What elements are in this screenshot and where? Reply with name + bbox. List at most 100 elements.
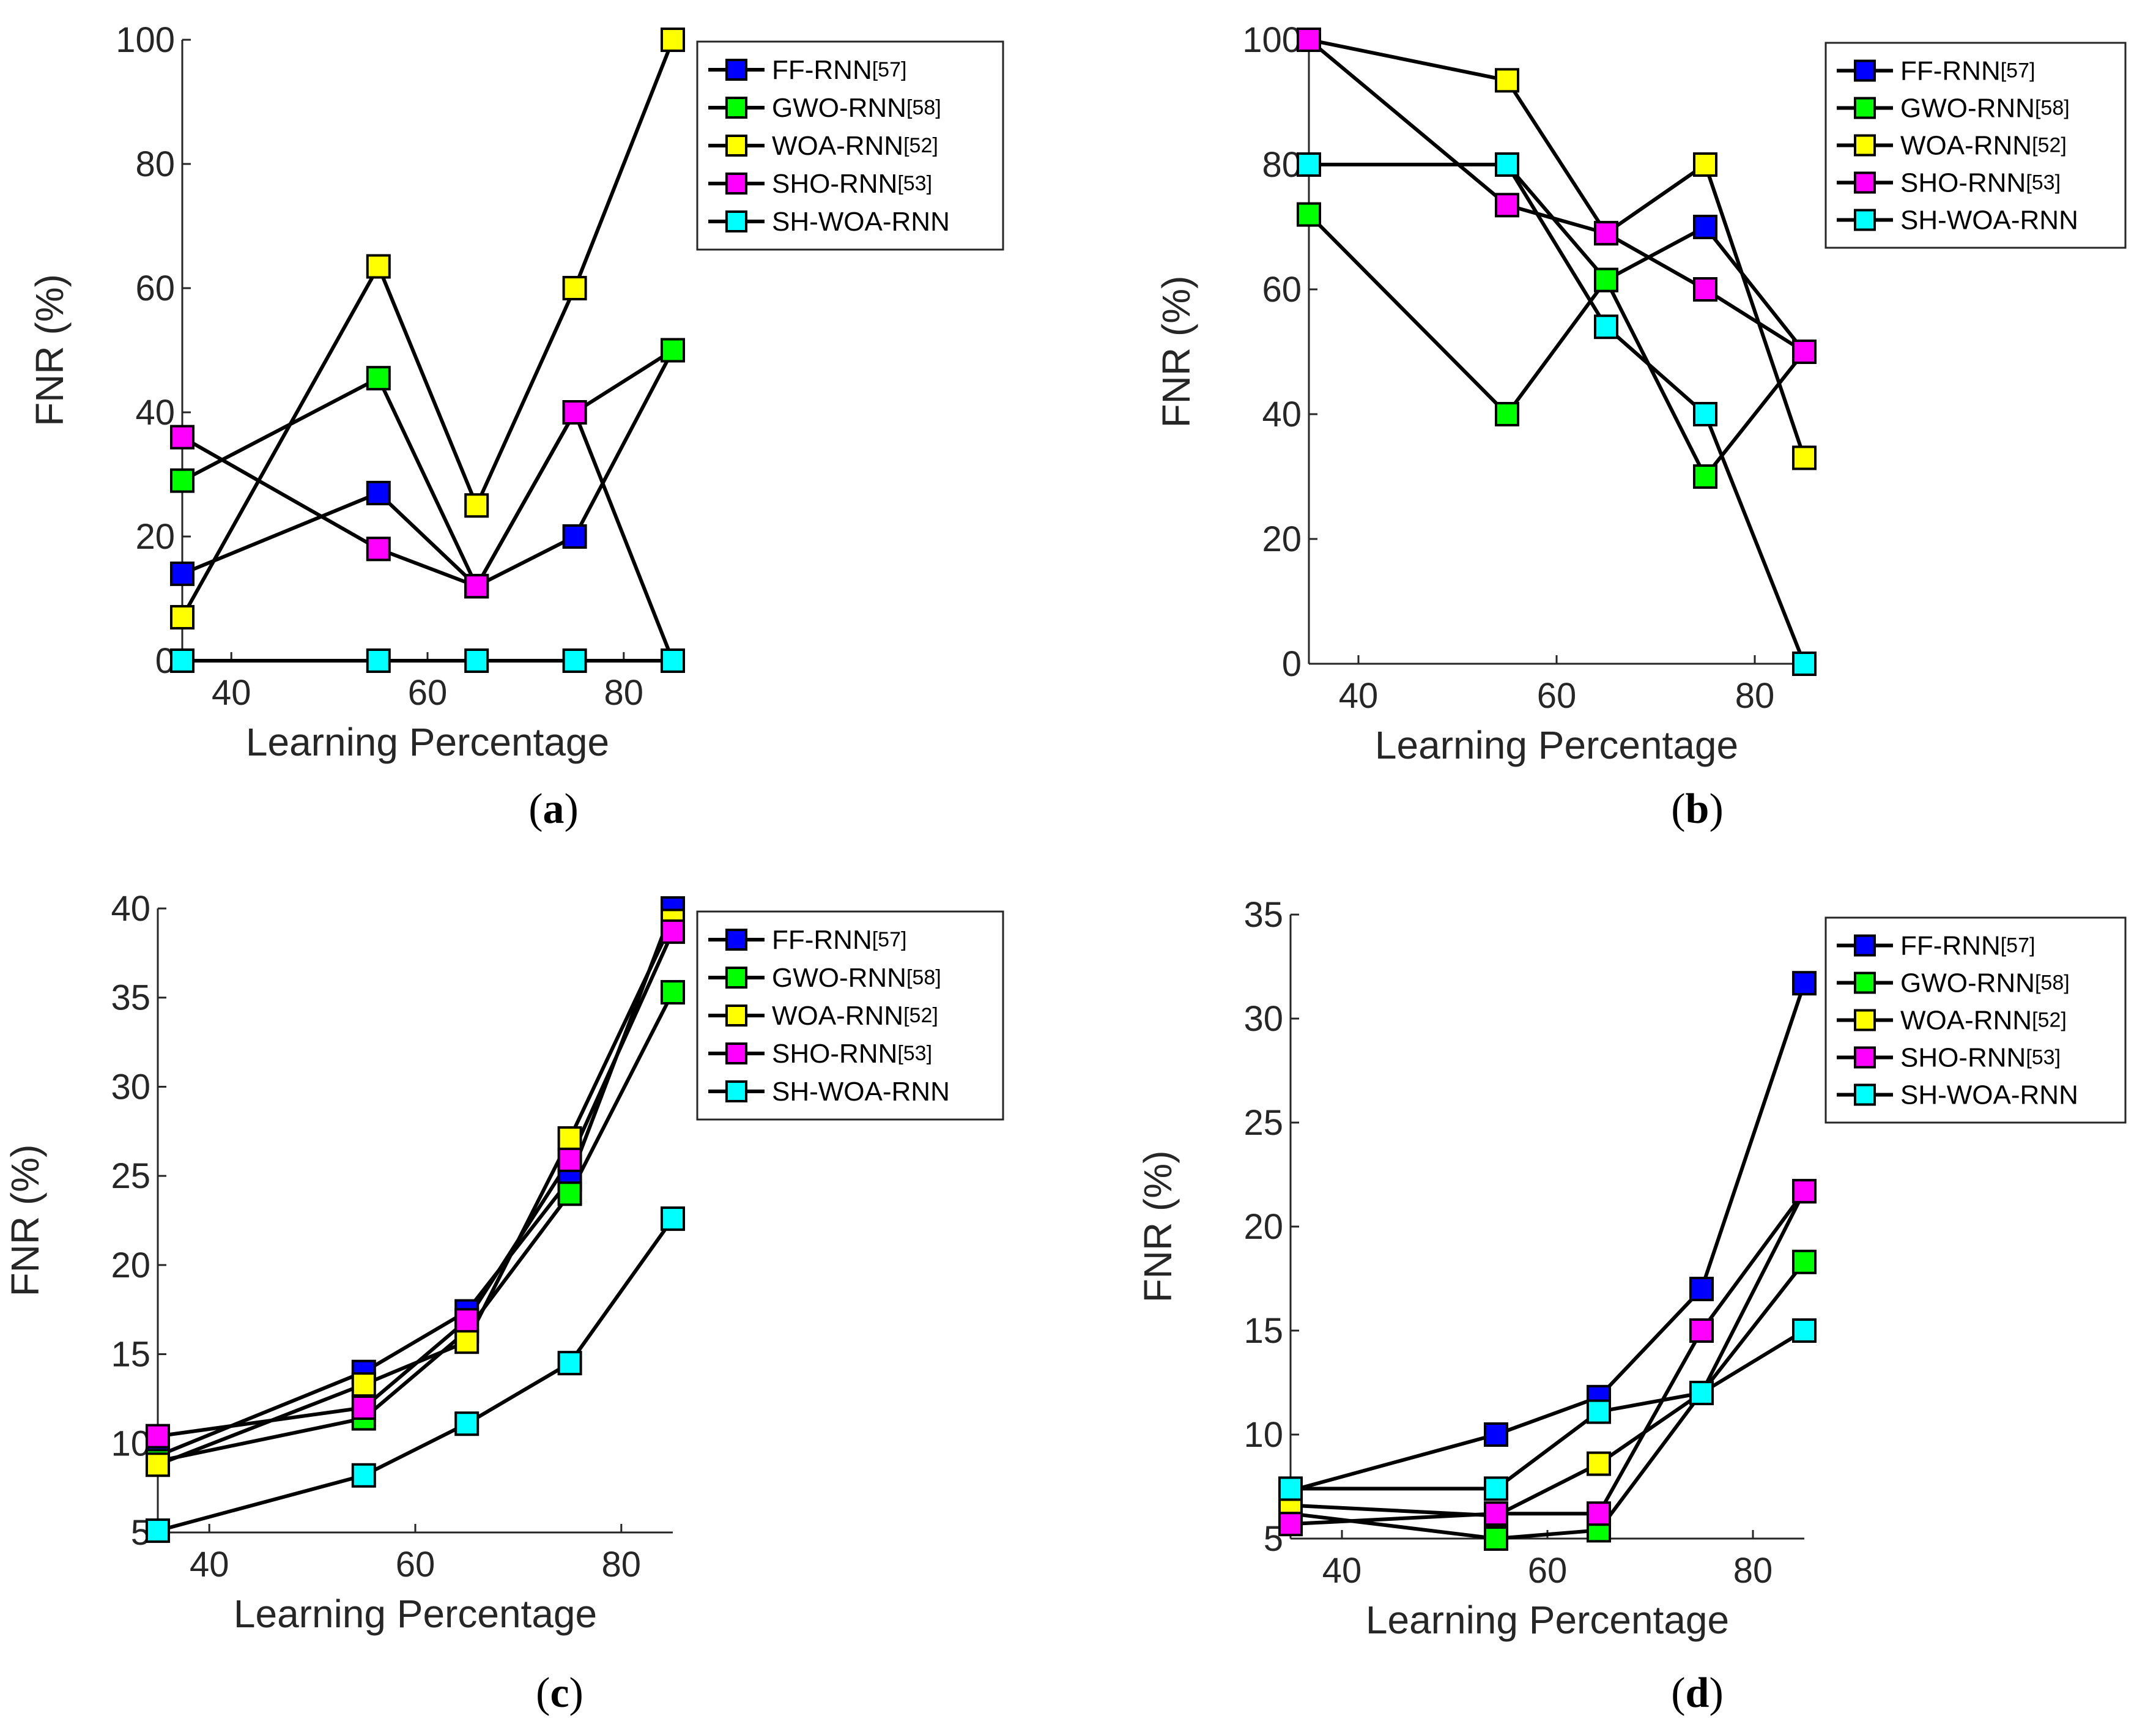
x-tick-label: 40	[190, 1545, 229, 1584]
data-point-ff-rnn	[1693, 215, 1717, 239]
y-tick-label: 100	[1242, 20, 1302, 60]
data-point-gwo-rnn	[1297, 202, 1321, 227]
data-point-sho-rnn	[366, 537, 391, 562]
data-point-sh-woa-rnn	[366, 648, 391, 673]
legend-entry-name: FF-RNN	[1900, 931, 2001, 961]
panel-label-open: (	[1671, 786, 1685, 833]
legend-entry-ref: [58]	[906, 96, 941, 119]
y-tick-label: 35	[1243, 895, 1283, 935]
series-line-gwo-rnn	[157, 991, 675, 1463]
panel-label-close: )	[565, 786, 579, 833]
series-line-woa-rnn	[180, 39, 675, 618]
data-point-sh-woa-rnn	[170, 648, 194, 673]
legend-entry-ref: [52]	[903, 134, 938, 157]
series-line-sh-woa-rnn	[1291, 1329, 1806, 1491]
panel-label-letter: c	[550, 1669, 569, 1717]
legend-entry: SHO-RNN[53]	[1900, 1043, 2061, 1073]
legend-entry-name: FF-RNN	[772, 925, 872, 955]
data-point-sho-rnn	[1689, 1318, 1714, 1343]
series-line-gwo-rnn	[1307, 213, 1806, 478]
data-point-sh-woa-rnn	[562, 648, 587, 673]
chart-panel-b: 0 20 40 60 80 100 40 60 80 Learning Percentage FNR…	[1154, 20, 2127, 833]
data-point-sh-woa-rnn	[351, 1463, 376, 1488]
series-line-sho-rnn	[1308, 38, 1806, 354]
legend-entry-ref: [58]	[2035, 971, 2070, 995]
series-line-woa-rnn	[1290, 1190, 1806, 1518]
legend-marker	[1854, 1083, 1876, 1106]
data-point-ff-rnn	[366, 480, 391, 505]
y-tick-label: 80	[135, 144, 175, 184]
panel-label-open: (	[1671, 1669, 1685, 1717]
legend-entry-name: FF-RNN	[772, 55, 872, 85]
data-point-sh-woa-rnn	[1484, 1476, 1508, 1501]
legend-marker	[725, 1005, 747, 1027]
legend-entry: FF-RNN[57]	[772, 925, 906, 955]
data-point-woa-rnn	[557, 1126, 582, 1151]
legend-entry: GWO-RNN[58]	[772, 93, 941, 123]
data-point-sh-woa-rnn	[1792, 652, 1817, 676]
data-point-woa-rnn	[1693, 152, 1717, 177]
data-point-woa-rnn	[562, 276, 587, 300]
data-point-gwo-rnn	[1484, 1526, 1508, 1551]
legend-entry: SH-WOA-RNN	[1900, 206, 2078, 236]
data-point-woa-rnn	[464, 493, 489, 518]
legend-entry: WOA-RNN[52]	[772, 131, 938, 161]
data-point-sho-rnn	[1594, 221, 1618, 246]
data-point-gwo-rnn	[1693, 464, 1717, 489]
data-point-sho-rnn	[1278, 1512, 1303, 1537]
legend-marker	[1854, 209, 1876, 231]
legend-marker	[725, 59, 747, 81]
data-point-sho-rnn	[1495, 193, 1519, 218]
x-tick-label: 60	[396, 1545, 435, 1584]
legend-entry-ref: [52]	[903, 1004, 938, 1027]
legend-marker	[1854, 59, 1876, 82]
y-tick-label: 30	[1243, 999, 1283, 1039]
x-tick-label: 80	[1735, 676, 1775, 716]
data-point-sh-woa-rnn	[1587, 1399, 1611, 1424]
series-line-sho-rnn	[157, 930, 675, 1438]
x-tick-label: 40	[1339, 676, 1379, 716]
data-point-sh-woa-rnn	[146, 1518, 170, 1543]
legend-marker	[1854, 1046, 1876, 1069]
data-point-sho-rnn	[661, 919, 685, 944]
legend-entry-ref: [57]	[872, 58, 907, 81]
legend-entry: GWO-RNN[58]	[1900, 968, 2070, 998]
y-tick-label: 40	[111, 889, 150, 929]
legend-entry-name: SH-WOA-RNN	[772, 207, 950, 237]
legend: FF-RNN[57]GWO-RNN[58]WOA-RNN[52]SHO-RNN[…	[696, 910, 1004, 1121]
legend-entry-ref: [53]	[2026, 171, 2061, 195]
legend-entry-ref: [52]	[2032, 1009, 2067, 1032]
panel-label-letter: b	[1686, 786, 1710, 833]
data-point-woa-rnn	[1495, 68, 1519, 93]
y-axis-label: FNR (%)	[3, 1145, 47, 1297]
data-point-sho-rnn	[1587, 1501, 1611, 1526]
legend-entry-name: GWO-RNN	[1900, 94, 2035, 124]
data-point-woa-rnn	[170, 604, 194, 630]
legend-marker	[725, 97, 747, 119]
data-point-woa-rnn	[1792, 445, 1817, 470]
y-tick-label: 15	[111, 1335, 150, 1375]
data-point-woa-rnn	[146, 1452, 170, 1477]
y-tick-label: 10	[111, 1424, 150, 1463]
data-point-sh-woa-rnn	[1792, 1318, 1817, 1343]
legend-marker	[725, 967, 747, 989]
data-point-sh-woa-rnn	[1278, 1476, 1303, 1501]
y-axis-label: FNR (%)	[1136, 1151, 1180, 1303]
legend-entry: GWO-RNN[58]	[1900, 94, 2070, 124]
y-tick-label: 20	[1243, 1207, 1283, 1247]
panel-label: (d)	[1671, 1669, 1724, 1717]
legend-marker	[1854, 934, 1876, 957]
y-tick-label: 15	[1243, 1311, 1283, 1351]
legend-entry-name: SHO-RNN	[772, 1039, 897, 1069]
panel-label: (a)	[528, 786, 579, 833]
legend-marker	[725, 1080, 747, 1102]
y-tick-label: 100	[116, 20, 175, 60]
x-tick-label: 40	[1322, 1551, 1362, 1591]
y-tick-label: 25	[111, 1156, 150, 1196]
legend-entry-name: WOA-RNN	[1900, 1006, 2032, 1036]
legend-marker	[725, 173, 747, 195]
data-point-gwo-rnn	[366, 366, 391, 391]
panel-label-open: (	[536, 1669, 550, 1717]
data-point-sh-woa-rnn	[454, 1411, 480, 1436]
y-tick-label: 25	[1243, 1103, 1283, 1143]
